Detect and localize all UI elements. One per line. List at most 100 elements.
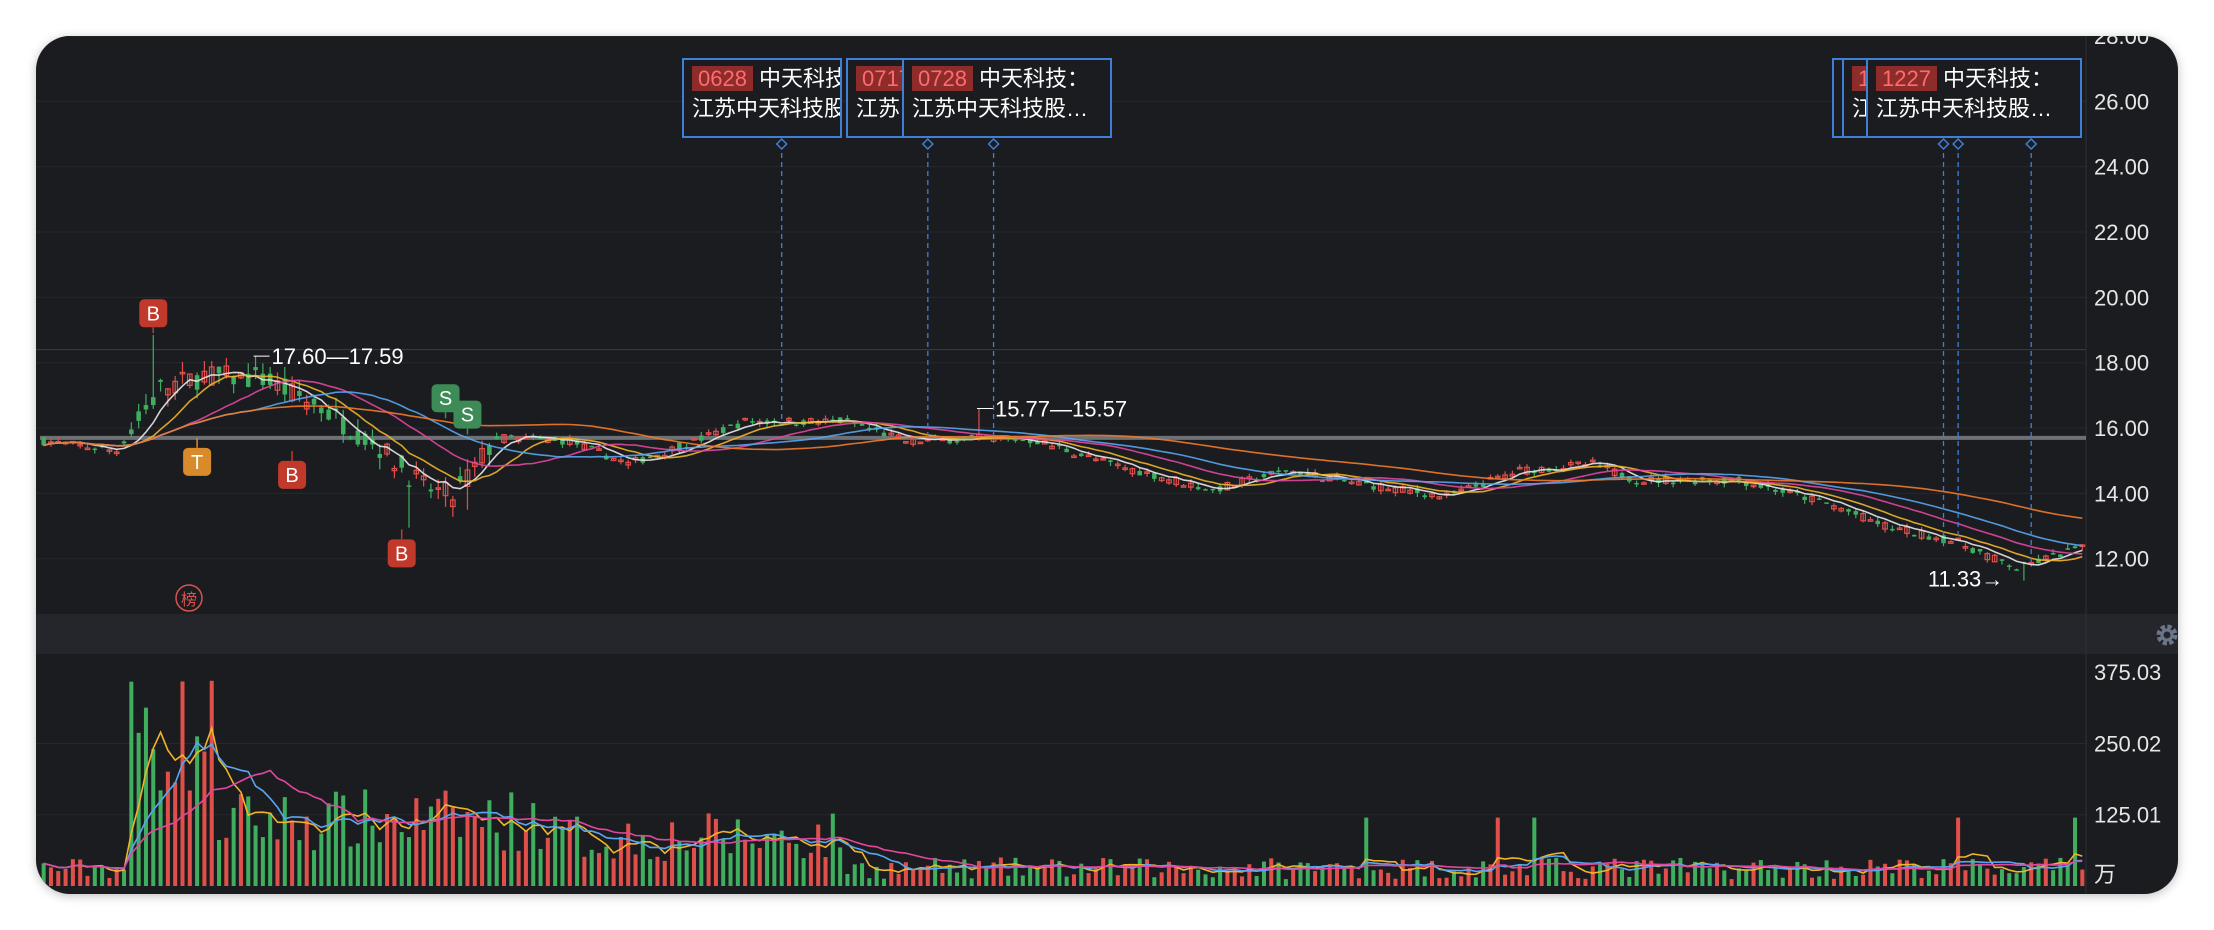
price-tick-label: 12.00: [2094, 547, 2149, 572]
volume-bar: [290, 820, 295, 886]
candle: [1210, 488, 1216, 491]
candle: [867, 427, 872, 430]
trade-marker-b: [387, 539, 416, 568]
candle: [1656, 478, 1661, 483]
volume-bar: [823, 857, 828, 886]
volume-bar: [1503, 874, 1508, 886]
volume-bar: [1342, 868, 1347, 886]
candle: [1926, 536, 1932, 540]
news-tag-1227[interactable]: 1227 中天科技： 江苏中天科技股…: [1866, 58, 2082, 138]
volume-bar: [1539, 858, 1544, 886]
volume-bar: [1926, 870, 1931, 886]
candle: [1641, 482, 1647, 485]
volume-bar: [867, 878, 872, 886]
candle: [326, 409, 331, 420]
volume-bar: [1254, 875, 1259, 886]
volume-bar: [1671, 860, 1676, 886]
volume-bar: [1210, 877, 1215, 886]
news-tag-0628[interactable]: 0628中天科技：江苏中天科技股份...: [682, 58, 842, 138]
gear-icon[interactable]: [2154, 622, 2178, 648]
candle: [1882, 522, 1888, 530]
volume-unit-label: 万: [2094, 863, 2116, 888]
candle: [1933, 537, 1940, 541]
volume-bar: [1758, 860, 1763, 886]
candle: [1122, 467, 1128, 470]
candle: [1824, 502, 1829, 504]
volume-bar: [1904, 860, 1909, 886]
volume-bar: [385, 814, 390, 886]
volume-bar: [231, 807, 236, 886]
volume-bar: [2029, 862, 2034, 886]
trade-marker-t: [183, 447, 212, 476]
candle: [1261, 473, 1267, 478]
price-tick-label: 26.00: [2094, 89, 2149, 114]
volume-tick-label: 375.03: [2094, 660, 2161, 685]
volume-bar: [1875, 866, 1880, 886]
volume-bar: [1744, 869, 1749, 886]
candle: [1502, 474, 1508, 480]
volume-bar: [436, 798, 441, 886]
stock-chart[interactable]: 28.00 26.00 24.00 22.00 20.00 18.00 16.00 14.00…: [36, 36, 2178, 894]
candle: [625, 461, 632, 466]
volume-bar: [48, 867, 53, 886]
price-tick-label: 22.00: [2094, 220, 2149, 245]
ma-line-ma10: [43, 374, 2083, 562]
candle: [699, 435, 704, 441]
volume-bar: [1590, 866, 1595, 886]
volume-bar: [268, 812, 273, 886]
volume-bar: [78, 859, 83, 886]
volume-bar: [1853, 876, 1858, 886]
volume-bar: [1305, 863, 1310, 886]
volume-bar: [1203, 874, 1208, 886]
volume-bar: [2065, 865, 2070, 886]
news-tag-0728[interactable]: 0728 中天科技： 江苏中天科技股…: [902, 58, 1112, 138]
volume-bar: [779, 830, 784, 886]
volume-bar: [962, 859, 967, 886]
volume-bar: [195, 736, 200, 886]
news-diamond: [775, 137, 788, 151]
candle: [1356, 481, 1362, 486]
candle: [1670, 482, 1676, 485]
volume-bar: [706, 813, 711, 886]
volume-bar: [735, 819, 740, 886]
trade-marker-label: S: [461, 405, 474, 427]
volume-bar: [1517, 864, 1522, 886]
candle: [1035, 441, 1040, 445]
candle: [1129, 468, 1136, 475]
volume-bar: [1912, 864, 1917, 886]
volume-bar: [421, 829, 426, 886]
volume-bar: [1846, 869, 1851, 886]
volume-bar: [1736, 868, 1741, 886]
volume-bar: [655, 856, 660, 886]
candle: [1991, 554, 1998, 563]
volume-bar: [1970, 859, 1975, 886]
volume-bar: [976, 861, 981, 886]
volume-bar: [816, 824, 821, 886]
candle: [1970, 548, 1976, 553]
volume-bar: [1108, 859, 1113, 886]
news-tag-title: 0628中天科技：: [692, 64, 840, 94]
candle: [1013, 437, 1018, 441]
candle: [129, 429, 134, 435]
volume-bar: [1408, 867, 1413, 886]
ma-line-ma60: [43, 405, 2083, 519]
candle: [464, 469, 471, 487]
volume-bar: [852, 864, 857, 886]
candle: [1853, 511, 1859, 515]
candle: [1137, 471, 1142, 476]
volume-bar: [1883, 863, 1888, 886]
volume-bar: [626, 823, 631, 886]
volume-bar: [180, 681, 185, 886]
volume-bar: [648, 859, 653, 886]
candle: [1758, 482, 1764, 488]
trade-marker-label: B: [395, 543, 408, 565]
candle: [1348, 481, 1355, 485]
volume-bar: [860, 863, 865, 886]
volume-bar: [238, 794, 243, 886]
volume-bar: [1561, 871, 1566, 886]
volume-bar: [1722, 870, 1727, 886]
volume-bar: [728, 853, 733, 886]
volume-bar: [1985, 868, 1990, 886]
candle: [1276, 470, 1281, 472]
candle: [1516, 466, 1523, 470]
